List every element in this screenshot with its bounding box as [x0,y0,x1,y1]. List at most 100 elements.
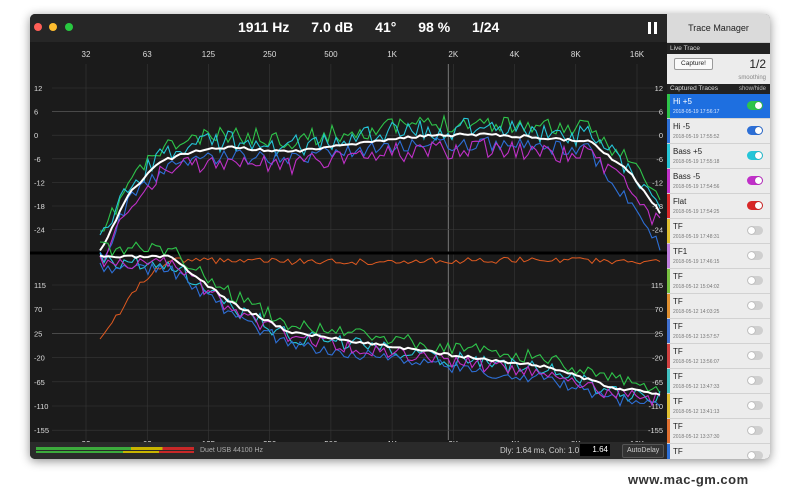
y-tick-label-bottom-left: -65 [34,378,45,387]
trace-color-swatch [667,444,670,459]
trace-item[interactable]: Flat 2018-05-19 17:54:25 [667,194,770,219]
trace-visibility-toggle[interactable] [747,101,763,110]
trace-visibility-toggle[interactable] [747,276,763,285]
trace-visibility-toggle[interactable] [747,176,763,185]
x-tick-label-top: 8K [571,50,581,59]
trace-name[interactable]: TF [673,397,683,406]
trace-item[interactable]: TF [667,444,770,459]
show-hide-link[interactable]: show/hide [738,86,766,92]
measurement-readout: 1911 Hz 7.0 dB 41° 98 % 1/24 [238,19,517,35]
smoothing-ratio[interactable]: 1/2 [749,57,766,71]
trace-date: 2018-05-12 13:41:13 [673,409,720,415]
pause-icon[interactable] [648,22,658,34]
delay-input[interactable]: 1.64 [580,444,610,456]
trace-item[interactable]: TF 2018-05-12 13:37:30 [667,419,770,444]
trace-item[interactable]: Hi -5 2018-05-19 17:55:52 [667,119,770,144]
trace-visibility-toggle[interactable] [747,151,763,160]
trace-name[interactable]: TF [673,372,683,381]
trace-name[interactable]: Bass -5 [673,172,701,181]
trace-visibility-toggle[interactable] [747,351,763,360]
trace-list: Hi +5 2018-05-19 17:56:17 Hi -5 2018-05-19 … [667,94,770,459]
y-tick-label-top-right: -24 [652,226,663,235]
trace-visibility-toggle[interactable] [747,426,763,435]
trace-line-top [99,138,661,264]
zoom-window-button[interactable] [64,23,73,31]
close-window-button[interactable] [34,23,42,31]
trace-name[interactable]: Flat [673,197,687,206]
trace-name[interactable]: TF [673,422,683,431]
toggle-knob [748,427,755,434]
trace-visibility-toggle[interactable] [747,251,763,260]
capture-button[interactable]: Capture! [674,58,713,70]
y-tick-label-top-right: 0 [659,131,663,140]
trace-color-swatch [667,244,670,268]
trace-color-swatch [667,319,670,343]
trace-name[interactable]: TF [673,272,683,281]
trace-manager-title: Trace Manager [667,14,770,43]
autodelay-button[interactable]: AutoDelay [622,444,665,458]
trace-color-swatch [667,119,670,143]
x-tick-label-top: 63 [143,50,152,59]
y-tick-label-bottom-left: -110 [34,402,48,411]
trace-item[interactable]: TF1 2018-05-19 17:46:15 [667,244,770,269]
y-tick-label-top-left: -24 [34,226,45,235]
trace-line-bottom [99,262,661,408]
trace-visibility-toggle[interactable] [747,326,763,335]
x-tick-label-top: 250 [263,50,277,59]
trace-color-swatch [667,194,670,218]
y-tick-label-bottom-left: -155 [34,426,49,435]
readout-level: 7.0 dB [311,19,354,35]
trace-name[interactable]: TF [673,297,683,306]
trace-item[interactable]: TF 2018-05-12 13:56:07 [667,344,770,369]
y-tick-label-bottom-left: 115 [34,281,46,290]
trace-item[interactable]: TF 2018-05-12 13:57:57 [667,319,770,344]
trace-item[interactable]: TF 2018-05-19 17:48:31 [667,219,770,244]
trace-item[interactable]: TF 2018-05-12 13:41:13 [667,394,770,419]
trace-visibility-toggle[interactable] [747,301,763,310]
y-tick-label-bottom-left: 25 [34,329,42,338]
toggle-knob [755,102,762,109]
trace-item[interactable]: Hi +5 2018-05-19 17:56:17 [667,94,770,119]
trace-item[interactable]: Bass +5 2018-05-19 17:55:18 [667,144,770,169]
trace-name[interactable]: TF1 [673,247,688,256]
trace-line-bottom [99,252,661,404]
trace-visibility-toggle[interactable] [747,376,763,385]
trace-name[interactable]: TF [673,447,683,456]
toggle-knob [755,202,762,209]
y-tick-label-bottom-right: -20 [652,354,663,363]
x-tick-label-top: 500 [324,50,338,59]
minimize-window-button[interactable] [49,23,58,31]
trace-color-swatch [667,369,670,393]
trace-item[interactable]: TF 2018-05-12 14:03:25 [667,294,770,319]
app-window: 1911 Hz 7.0 dB 41° 98 % 1/24 32 63 125 250 5… [30,14,770,459]
trace-date: 2018-05-12 13:57:57 [673,334,720,340]
trace-name[interactable]: TF [673,322,683,331]
trace-color-swatch [667,219,670,243]
trace-visibility-toggle[interactable] [747,126,763,135]
audio-device-label: Duet USB 44100 Hz [200,447,264,454]
trace-name[interactable]: Hi -5 [673,122,690,131]
toggle-knob [748,352,755,359]
trace-date: 2018-05-19 17:48:31 [673,234,720,240]
trace-item[interactable]: TF 2018-05-12 13:47:33 [667,369,770,394]
y-tick-label-top-right: 6 [659,108,663,117]
readout-frequency: 1911 Hz [238,19,290,35]
captured-traces-title: Captured Traces [670,85,719,92]
trace-name[interactable]: TF [673,222,683,231]
trace-visibility-toggle[interactable] [747,201,763,210]
y-tick-label-top-left: -18 [34,202,45,211]
y-tick-label-bottom-right: 70 [655,305,663,314]
trace-line-top [99,117,661,236]
y-tick-label-top-right: -12 [652,178,663,187]
trace-visibility-toggle[interactable] [747,401,763,410]
trace-name[interactable]: Hi +5 [673,97,692,106]
trace-color-swatch [667,419,670,443]
trace-name[interactable]: Bass +5 [673,147,703,156]
trace-name[interactable]: TF [673,347,683,356]
trace-item[interactable]: Bass -5 2018-05-19 17:54:56 [667,169,770,194]
trace-visibility-toggle[interactable] [747,226,763,235]
trace-item[interactable]: TF 2018-05-12 15:04:02 [667,269,770,294]
readout-coherence: 98 % [418,19,451,35]
trace-visibility-toggle[interactable] [747,451,763,459]
